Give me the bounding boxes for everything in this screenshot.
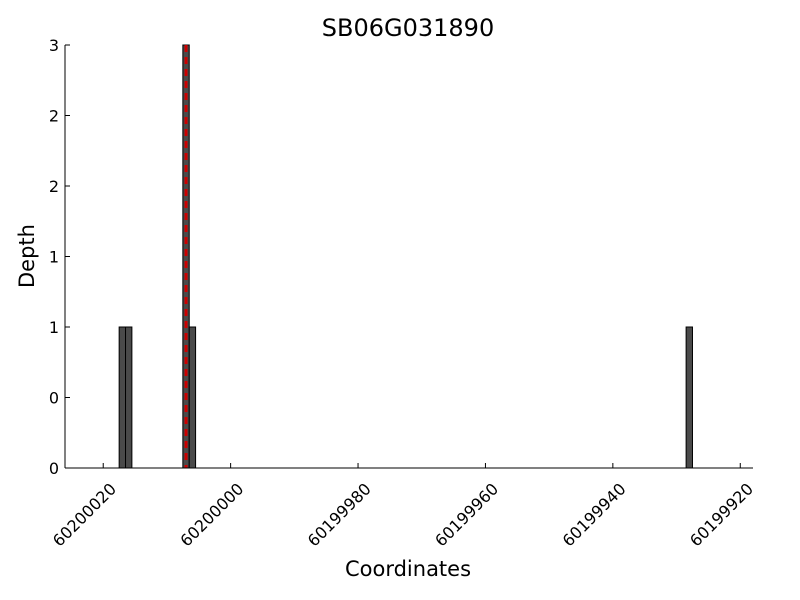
bar-3	[188, 326, 197, 469]
bars-group	[118, 44, 693, 469]
chart-title: SB06G031890	[322, 14, 494, 42]
bar-1	[125, 326, 133, 469]
y-ticks-group: 0 0 1 1 2 2 3	[49, 36, 70, 478]
y-axis-label: Depth	[15, 224, 39, 288]
y-tick-label: 1	[49, 318, 59, 337]
bar-4	[685, 326, 693, 469]
y-tick-label: 2	[49, 107, 59, 126]
x-ticks-group: 60200020 60200000 60199980 60199960 60199940…	[49, 463, 757, 550]
y-tick-label: 0	[49, 459, 59, 478]
x-tick-label: 60200020	[49, 479, 120, 550]
x-tick-label: 60200000	[176, 479, 247, 550]
y-tick-label: 3	[49, 36, 59, 55]
x-tick-label: 60199960	[431, 479, 502, 550]
y-tick-label: 2	[49, 177, 59, 196]
y-tick-label: 1	[49, 248, 59, 267]
x-tick-label: 60199920	[686, 479, 757, 550]
axes-group	[64, 45, 753, 469]
x-tick-label: 60199980	[304, 479, 375, 550]
x-tick-label: 60199940	[559, 479, 630, 550]
bar-0	[118, 326, 127, 469]
y-tick-label: 0	[49, 389, 59, 408]
x-axis-label: Coordinates	[345, 557, 471, 581]
